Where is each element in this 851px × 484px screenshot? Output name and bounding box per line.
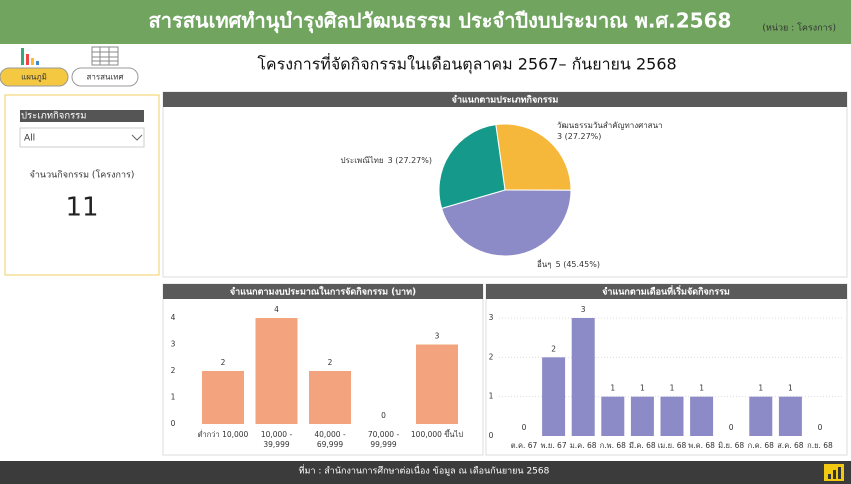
bar bbox=[571, 318, 595, 436]
header-title: สารสนเทศทำนุบำรุงศิลปวัฒนธรรม ประจำปีงบป… bbox=[149, 9, 732, 34]
pie-label-category: อื่นๆ bbox=[537, 258, 552, 269]
panel-title: จำแนกตามประเภทกิจกรรม bbox=[452, 95, 559, 106]
bar bbox=[778, 396, 802, 436]
x-tick-label: ก.ค. 68 bbox=[747, 441, 774, 450]
panel-header bbox=[163, 284, 483, 299]
bar bbox=[202, 371, 244, 424]
pie-label: อื่นๆ 5 (45.45%) bbox=[537, 258, 600, 269]
y-tick-label: 2 bbox=[171, 366, 176, 375]
pie-slice bbox=[495, 123, 572, 191]
bar bbox=[309, 371, 351, 424]
x-tick-label: ก.ย. 68 bbox=[807, 441, 833, 450]
bar bbox=[416, 344, 458, 424]
x-tick-label: พ.ค. 68 bbox=[688, 441, 715, 450]
bar bbox=[542, 357, 566, 436]
data-label: 0 bbox=[729, 423, 734, 432]
pie-slice bbox=[440, 189, 572, 257]
pie-label-category: วัฒนธรรมวันสำคัญทางศาสนา bbox=[557, 121, 663, 130]
data-label: 1 bbox=[699, 384, 704, 393]
y-tick-label: 0 bbox=[171, 419, 176, 428]
data-label: 3 bbox=[435, 332, 440, 341]
panel-header bbox=[163, 92, 847, 107]
y-tick-label: 2 bbox=[489, 352, 494, 361]
footer-source: ที่มา : สำนักงานการศึกษาต่อเนื่อง ข้อมูล… bbox=[299, 464, 550, 477]
data-label: 0 bbox=[818, 423, 823, 432]
dropdown-arrow[interactable] bbox=[131, 134, 143, 141]
x-tick-label: มิ.ย. 68 bbox=[718, 441, 745, 450]
chart-icon bbox=[21, 48, 39, 65]
pie-label-value: 5 (45.45%) bbox=[556, 260, 600, 269]
dropdown[interactable] bbox=[19, 127, 145, 148]
x-tick-label: 100,000 ขึ้นไป bbox=[410, 430, 464, 439]
table-icon bbox=[91, 46, 119, 66]
data-label: 2 bbox=[221, 358, 226, 367]
data-label: 4 bbox=[274, 305, 279, 314]
filter-label: ประเภทกิจกรรม bbox=[21, 111, 87, 122]
data-label: 1 bbox=[640, 384, 645, 393]
kpi-value: 11 bbox=[65, 193, 98, 223]
y-tick-label: 0 bbox=[489, 431, 494, 440]
y-tick-label: 1 bbox=[489, 392, 494, 401]
header-unit: (หน่วย : โครงการ) bbox=[762, 23, 836, 34]
pie-label-value: 3 (27.27%) bbox=[388, 156, 432, 165]
data-label: 1 bbox=[610, 384, 615, 393]
bar bbox=[660, 396, 684, 436]
x-tick-label: ต.ค. 67 bbox=[510, 441, 538, 450]
panel-title: จำแนกตามเดือนที่เริ่มจัดกิจกรรม bbox=[602, 285, 730, 298]
data-label: 1 bbox=[788, 384, 793, 393]
header-bar bbox=[0, 0, 851, 44]
tab-chart[interactable] bbox=[0, 67, 69, 87]
x-tick-label: 40,000 - 69,999 bbox=[314, 430, 346, 449]
tab-label[interactable]: แผนภูมิ bbox=[21, 73, 47, 83]
y-tick-label: 3 bbox=[489, 313, 494, 322]
x-tick-label: ส.ค. 68 bbox=[777, 441, 804, 450]
data-label: 0 bbox=[381, 411, 386, 420]
tab-label[interactable]: สารสนเทศ bbox=[86, 73, 123, 82]
x-tick-label: มี.ค. 68 bbox=[629, 441, 656, 450]
powerbi-icon[interactable] bbox=[824, 464, 844, 481]
x-tick-label: เม.ย. 68 bbox=[657, 441, 687, 450]
panel-title: จำแนกตามงบประมาณในการจัดกิจกรรม (บาท) bbox=[230, 286, 416, 298]
dropdown-value[interactable]: All bbox=[24, 134, 35, 144]
pie-label: วัฒนธรรมวันสำคัญทางศาสนา 3 (27.27%) bbox=[557, 121, 663, 141]
data-label: 2 bbox=[328, 358, 333, 367]
subtitle: โครงการที่จัดกิจกรรมในเดือนตุลาคม 2567– … bbox=[257, 53, 676, 75]
x-tick-label: พ.ย. 67 bbox=[540, 441, 567, 450]
pie-label-category: ประเพณีไทย bbox=[341, 156, 384, 165]
x-tick-label: 70,000 - 99,999 bbox=[367, 430, 400, 449]
data-label: 2 bbox=[551, 344, 556, 353]
x-tick-label: 10,000 - 39,999 bbox=[260, 430, 293, 449]
data-label: 0 bbox=[522, 423, 527, 432]
x-tick-label: ม.ค. 68 bbox=[569, 441, 597, 450]
bar bbox=[690, 396, 714, 436]
bar bbox=[601, 396, 625, 436]
y-tick-label: 3 bbox=[171, 340, 176, 349]
bar bbox=[749, 396, 773, 436]
y-tick-label: 4 bbox=[171, 313, 176, 322]
panel-header bbox=[486, 284, 847, 299]
pie-slice bbox=[438, 124, 506, 210]
y-tick-label: 1 bbox=[171, 393, 176, 402]
bar bbox=[630, 396, 654, 436]
tab-info[interactable] bbox=[71, 67, 139, 87]
pie-label: ประเพณีไทย 3 (27.27%) bbox=[341, 156, 432, 165]
kpi-label: จำนวนกิจกรรม (โครงการ) bbox=[30, 170, 135, 181]
filter-panel bbox=[4, 94, 160, 276]
x-tick-label: ก.พ. 68 bbox=[599, 441, 626, 450]
data-label: 3 bbox=[581, 305, 586, 314]
footer-bar bbox=[0, 461, 851, 484]
pie-label-value: 3 (27.27%) bbox=[557, 132, 601, 141]
data-label: 1 bbox=[758, 384, 763, 393]
data-label: 1 bbox=[670, 384, 675, 393]
bar bbox=[255, 318, 298, 424]
filter-label-bg bbox=[20, 110, 144, 122]
x-tick-label: ต่ำกว่า 10,000 bbox=[197, 430, 249, 439]
